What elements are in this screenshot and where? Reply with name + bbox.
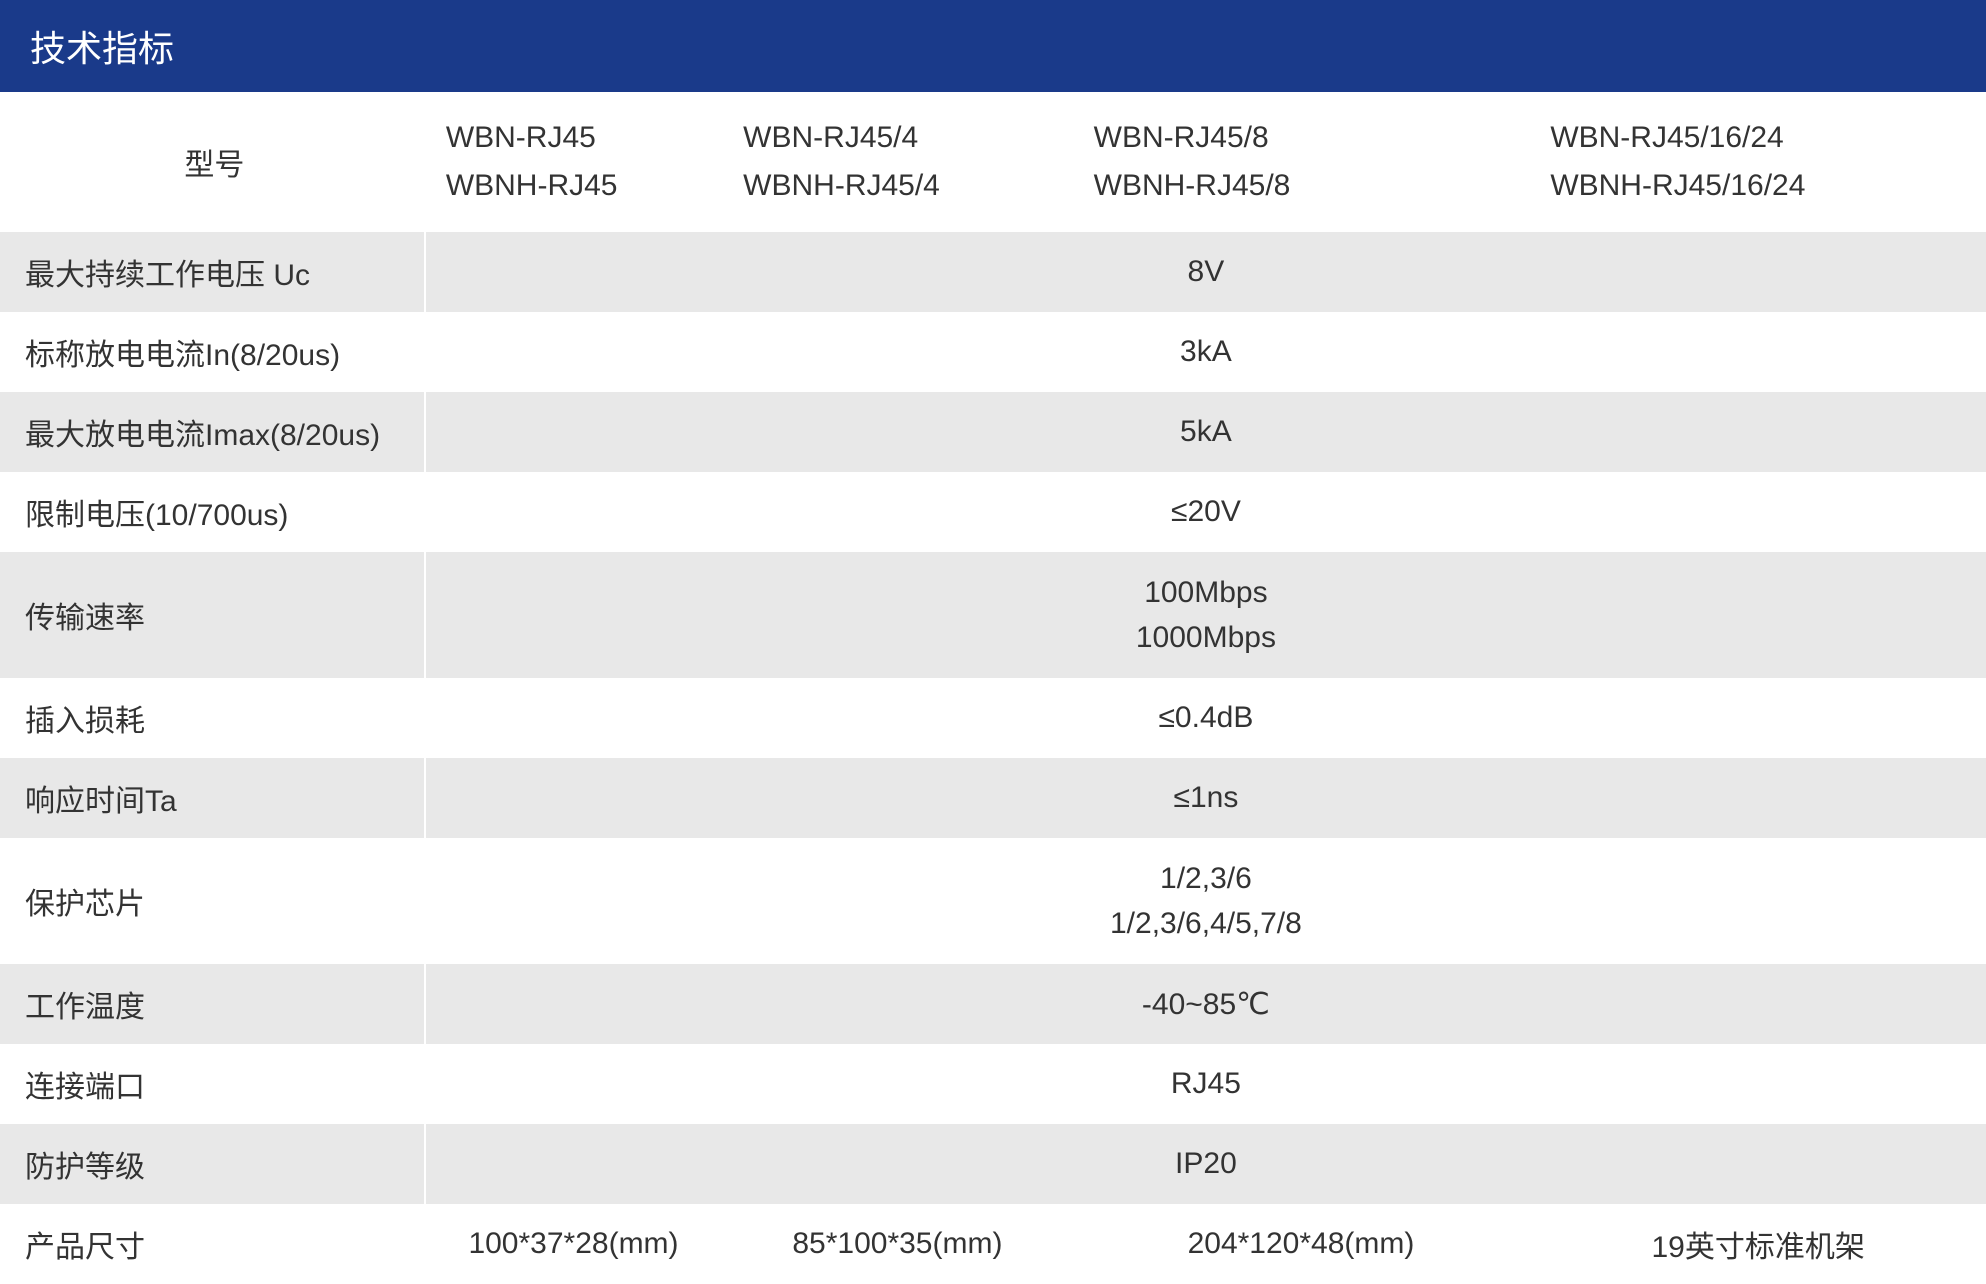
temperature-label: 工作温度 <box>0 964 425 1044</box>
dimensions-val4: 19英寸标准机架 <box>1529 1204 1986 1284</box>
dimensions-val1: 100*37*28(mm) <box>425 1204 722 1284</box>
protection-chip-line1: 1/2,3/6 <box>446 856 1966 901</box>
spec-table-container: 技术指标 型号 WBN-RJ45 WBNH-RJ45 WBN-RJ45/4 WB… <box>0 0 1986 1284</box>
protection-chip-row: 保护芯片 1/2,3/6 1/2,3/6,4/5,7/8 <box>0 838 1986 964</box>
table-header: 技术指标 <box>0 0 1986 92</box>
dimensions-row: 产品尺寸 100*37*28(mm) 85*100*35(mm) 204*120… <box>0 1204 1986 1284</box>
insertion-loss-label: 插入损耗 <box>0 678 425 758</box>
model-col4: WBN-RJ45/16/24 WBNH-RJ45/16/24 <box>1529 92 1986 232</box>
model-col4-line2: WBNH-RJ45/16/24 <box>1550 162 1966 210</box>
protection-level-row: 防护等级 IP20 <box>0 1124 1986 1204</box>
protection-level-value: IP20 <box>425 1124 1986 1204</box>
temperature-value: -40~85℃ <box>425 964 1986 1044</box>
response-time-label: 响应时间Ta <box>0 758 425 838</box>
model-col2-line2: WBNH-RJ45/4 <box>743 162 1051 210</box>
protection-chip-line2: 1/2,3/6,4/5,7/8 <box>446 901 1966 946</box>
dimensions-val2: 85*100*35(mm) <box>722 1204 1072 1284</box>
insertion-loss-value: ≤0.4dB <box>425 678 1986 758</box>
protection-chip-label: 保护芯片 <box>0 838 425 964</box>
limit-voltage-row: 限制电压(10/700us) ≤20V <box>0 472 1986 552</box>
in-value: 3kA <box>425 312 1986 392</box>
model-label-cell: 型号 <box>0 92 425 232</box>
spec-table: 型号 WBN-RJ45 WBNH-RJ45 WBN-RJ45/4 WBNH-RJ… <box>0 92 1986 1284</box>
uc-label: 最大持续工作电压 Uc <box>0 232 425 312</box>
uc-value: 8V <box>425 232 1986 312</box>
model-col3-line2: WBNH-RJ45/8 <box>1094 162 1509 210</box>
protection-level-label: 防护等级 <box>0 1124 425 1204</box>
model-col1-line1: WBN-RJ45 <box>446 114 701 162</box>
protection-chip-value: 1/2,3/6 1/2,3/6,4/5,7/8 <box>425 838 1986 964</box>
response-time-row: 响应时间Ta ≤1ns <box>0 758 1986 838</box>
speed-line1: 100Mbps <box>446 570 1966 615</box>
insertion-loss-row: 插入损耗 ≤0.4dB <box>0 678 1986 758</box>
in-row: 标称放电电流In(8/20us) 3kA <box>0 312 1986 392</box>
model-col1-line2: WBNH-RJ45 <box>446 162 701 210</box>
imax-label: 最大放电电流Imax(8/20us) <box>0 392 425 472</box>
port-value: RJ45 <box>425 1044 1986 1124</box>
imax-row: 最大放电电流Imax(8/20us) 5kA <box>0 392 1986 472</box>
limit-voltage-label: 限制电压(10/700us) <box>0 472 425 552</box>
speed-label: 传输速率 <box>0 552 425 678</box>
limit-voltage-value: ≤20V <box>425 472 1986 552</box>
table-title: 技术指标 <box>30 28 174 69</box>
in-label: 标称放电电流In(8/20us) <box>0 312 425 392</box>
model-col2-line1: WBN-RJ45/4 <box>743 114 1051 162</box>
speed-value: 100Mbps 1000Mbps <box>425 552 1986 678</box>
model-col3-line1: WBN-RJ45/8 <box>1094 114 1509 162</box>
model-col2: WBN-RJ45/4 WBNH-RJ45/4 <box>722 92 1072 232</box>
speed-line2: 1000Mbps <box>446 615 1966 660</box>
model-row: 型号 WBN-RJ45 WBNH-RJ45 WBN-RJ45/4 WBNH-RJ… <box>0 92 1986 232</box>
model-col3: WBN-RJ45/8 WBNH-RJ45/8 <box>1073 92 1530 232</box>
response-time-value: ≤1ns <box>425 758 1986 838</box>
temperature-row: 工作温度 -40~85℃ <box>0 964 1986 1044</box>
imax-value: 5kA <box>425 392 1986 472</box>
port-label: 连接端口 <box>0 1044 425 1124</box>
model-col4-line1: WBN-RJ45/16/24 <box>1550 114 1966 162</box>
speed-row: 传输速率 100Mbps 1000Mbps <box>0 552 1986 678</box>
port-row: 连接端口 RJ45 <box>0 1044 1986 1124</box>
uc-row: 最大持续工作电压 Uc 8V <box>0 232 1986 312</box>
dimensions-val3: 204*120*48(mm) <box>1073 1204 1530 1284</box>
dimensions-label: 产品尺寸 <box>0 1204 425 1284</box>
model-col1: WBN-RJ45 WBNH-RJ45 <box>425 92 722 232</box>
